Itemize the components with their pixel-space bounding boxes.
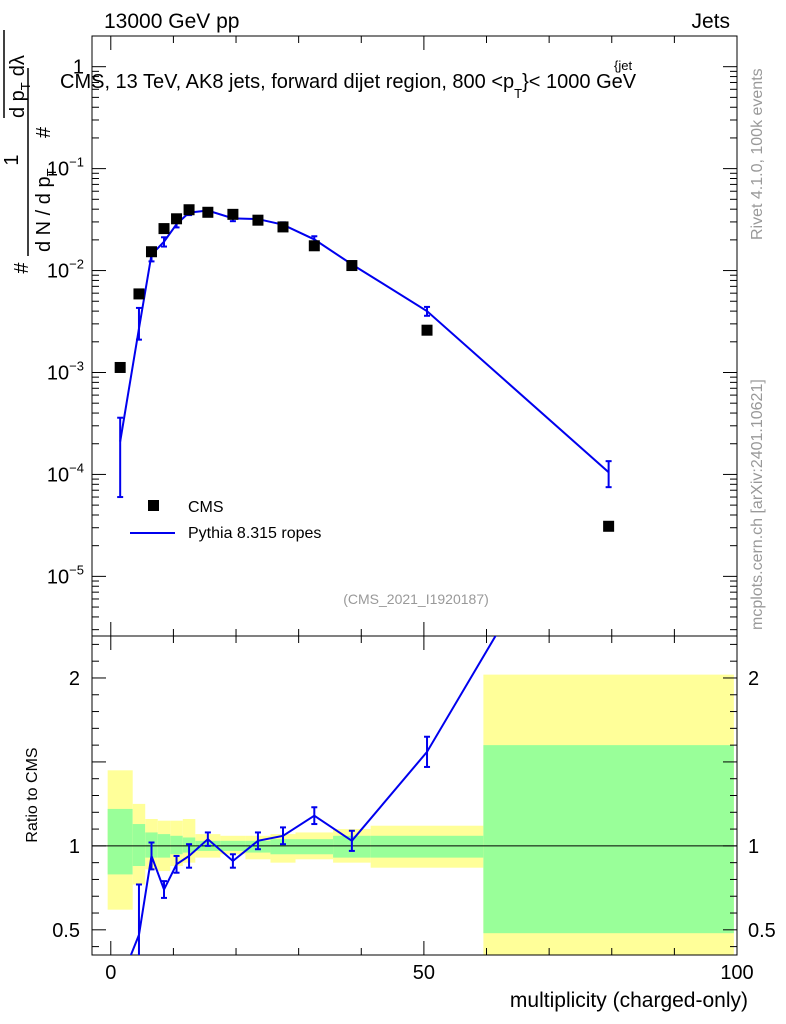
band-inner xyxy=(132,824,146,867)
y-axis-label: # 1 d N / d pT # d2N d pTdλ xyxy=(1,30,59,274)
ratio-tick-label-left: 1 xyxy=(69,836,80,858)
cms-data-point xyxy=(171,213,183,225)
ylabel-dn: d N / d p xyxy=(33,176,55,252)
band-inner xyxy=(370,835,484,858)
legend-data-marker xyxy=(148,500,159,511)
ratio-tick-label-right: 2 xyxy=(748,668,759,690)
legend-mc-label: Pythia 8.315 ropes xyxy=(188,525,321,542)
ylabel-dpt-sub: T xyxy=(18,82,33,90)
ylabel-one: 1 xyxy=(1,154,23,165)
cms-data-point xyxy=(114,361,126,373)
cms-data-point xyxy=(252,214,264,226)
y-tick-label: 10−2 xyxy=(47,257,84,283)
cms-data-point xyxy=(133,288,145,300)
title-suffix: }< 1000 GeV xyxy=(522,71,637,93)
band-inner xyxy=(270,839,296,855)
cms-data-point xyxy=(183,204,195,216)
ratio-tick-label-right: 0.5 xyxy=(748,920,776,942)
title-prefix: CMS, 13 TeV, AK8 jets, forward dijet reg… xyxy=(60,71,514,93)
cms-data-series xyxy=(114,204,615,532)
band-inner xyxy=(295,839,334,855)
plot-title: CMS, 13 TeV, AK8 jets, forward dijet reg… xyxy=(60,58,637,101)
category-label: Jets xyxy=(691,10,730,33)
legend: CMS Pythia 8.315 ropes xyxy=(130,499,321,542)
ratio-tick-label-left: 2 xyxy=(69,668,80,690)
mc-ratio-line xyxy=(129,636,497,955)
band-inner xyxy=(170,835,183,855)
cms-data-point xyxy=(603,520,615,532)
ylabel-dlam: dλ xyxy=(7,55,29,76)
y-tick-label: 10−1 xyxy=(47,155,84,181)
x-axis-label: multiplicity (charged-only) xyxy=(510,989,748,1012)
ylabel-hash: # xyxy=(11,262,33,274)
uncertainty-bands xyxy=(107,674,734,955)
mcplots-label: mcplots.cern.ch [arXiv:2401.10621] xyxy=(749,379,766,630)
energy-label: 13000 GeV pp xyxy=(104,10,239,33)
mc-line xyxy=(119,209,610,474)
ylabel-dpt: d p xyxy=(7,90,29,118)
svg-text:d pTdλ: d pTdλ xyxy=(7,55,33,118)
cms-data-point xyxy=(145,246,157,258)
cms-data-point xyxy=(202,206,214,218)
cms-data-point xyxy=(277,221,289,233)
axes: 0 50 100 10−5 10−4 10−3 10−2 10−1 1 0.5 0.5 1 1 2 2 xyxy=(47,35,776,984)
band-inner xyxy=(107,808,133,875)
band-inner xyxy=(483,745,734,934)
ratio-clip-group xyxy=(129,636,497,955)
svg-text:d N / d pT: d N / d pT xyxy=(33,168,59,252)
y-tick-label: 10−4 xyxy=(47,460,84,486)
rivet-version: Rivet 4.1.0, 100k events xyxy=(749,68,766,240)
y-tick-label: 10−3 xyxy=(47,358,84,384)
x-tick-label: 100 xyxy=(720,962,753,984)
cms-data-point xyxy=(158,223,170,235)
ratio-y-label: Ratio to CMS xyxy=(24,747,41,842)
y-tick-label: 1 xyxy=(73,57,84,79)
cms-data-point xyxy=(421,324,433,336)
main-frame xyxy=(91,35,738,637)
ylabel-hash2: # xyxy=(33,126,55,138)
cms-data-point xyxy=(346,260,358,272)
ratio-tick-label-right: 1 xyxy=(748,836,759,858)
title-sub: T xyxy=(514,86,522,101)
ylabel-dn-sub: T xyxy=(44,168,59,176)
x-tick-label: 50 xyxy=(413,962,435,984)
analysis-id: (CMS_2021_I1920187) xyxy=(343,591,489,607)
cms-data-point xyxy=(227,208,239,220)
cms-data-point xyxy=(308,240,320,252)
mc-series-ratio xyxy=(129,636,497,955)
y-tick-label: 10−5 xyxy=(47,562,84,588)
x-tick-label: 0 xyxy=(105,962,116,984)
mc-series-main xyxy=(117,207,612,499)
legend-data-label: CMS xyxy=(188,499,224,516)
ratio-tick-label-left: 0.5 xyxy=(52,920,80,942)
title-sup: {jet xyxy=(614,58,632,73)
svg-text:CMS, 13 TeV, AK8 jets, forward: CMS, 13 TeV, AK8 jets, forward dijet reg… xyxy=(60,71,637,101)
